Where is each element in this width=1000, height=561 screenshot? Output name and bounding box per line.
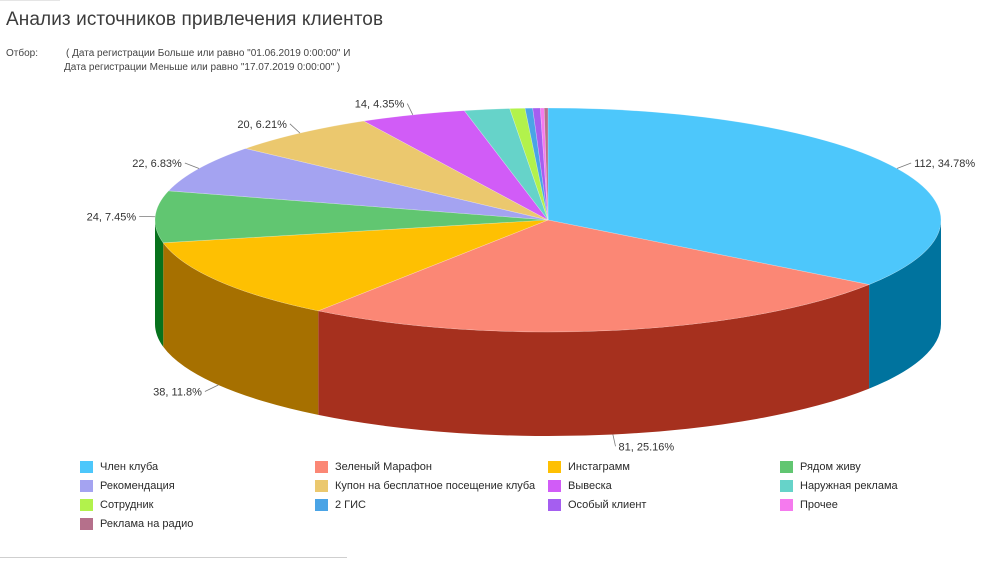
legend-swatch	[80, 518, 93, 530]
pie-slice-8	[509, 107, 549, 221]
leader-line-4	[184, 162, 200, 169]
leader-line-2	[204, 384, 219, 392]
legend-label: Рекомендация	[100, 480, 175, 492]
pie-slice-11	[540, 107, 549, 221]
pie-slice-4	[167, 148, 549, 221]
legend-label: 2 ГИС	[335, 499, 366, 511]
legend-swatch	[780, 499, 793, 511]
legend-swatch	[780, 480, 793, 492]
legend-item: Рядом живу	[780, 458, 960, 476]
legend-swatch	[780, 461, 793, 473]
legend-item: Прочее	[780, 496, 960, 514]
legend-swatch	[80, 499, 93, 511]
legend-item: Член клуба	[80, 458, 315, 476]
data-label-6: 14, 4.35%	[355, 99, 405, 111]
data-label-2: 38, 11.8%	[153, 387, 202, 399]
legend-swatch	[548, 499, 561, 511]
legend-swatch	[315, 480, 328, 492]
legend-swatch	[315, 499, 328, 511]
leader-line-1	[612, 434, 616, 447]
leader-line-0	[896, 162, 912, 169]
legend-label: Инстаграмм	[568, 461, 630, 473]
legend-item: Сотрудник	[80, 496, 315, 514]
legend-swatch	[80, 480, 93, 492]
pie-slice-12	[543, 107, 549, 221]
legend-item: Инстаграмм	[548, 458, 780, 476]
legend-label: Сотрудник	[100, 499, 154, 511]
pie-side-0	[869, 220, 941, 389]
footer-divider	[0, 557, 347, 558]
legend-swatch	[548, 480, 561, 492]
top-divider	[0, 0, 60, 1]
leader-line-6	[406, 103, 414, 116]
legend-label: Прочее	[800, 499, 838, 511]
chart-legend: Член клуба Зеленый Марафон Инстаграмм Рядом…	[80, 458, 960, 533]
data-label-0: 112, 34.78%	[914, 158, 975, 170]
pie-tops	[154, 107, 942, 333]
data-label-5: 20, 6.21%	[237, 119, 287, 131]
data-label-1: 81, 25.16%	[619, 441, 675, 453]
pie-slice-1	[317, 219, 871, 333]
legend-label: Зеленый Марафон	[335, 461, 432, 473]
legend-swatch	[80, 461, 93, 473]
pie-slice-2	[162, 219, 549, 312]
data-label-4: 22, 6.83%	[132, 158, 182, 170]
legend-swatch	[548, 461, 561, 473]
pie-side-2	[163, 242, 319, 415]
legend-label: Наружная реклама	[800, 480, 898, 492]
data-label-3: 24, 7.45%	[87, 211, 137, 223]
legend-item: Реклама на радио	[80, 515, 315, 533]
pie-slice-10	[532, 107, 549, 221]
legend-label: Купон на бесплатное посещение клуба	[335, 480, 536, 492]
pie-slice-9	[524, 107, 549, 221]
pie-chart: 112, 34.78% 81, 25.16% 38, 11.8% 24, 7.45% 2…	[87, 99, 976, 454]
filter-label: Отбор:	[6, 48, 38, 59]
legend-item: Наружная реклама	[780, 477, 960, 495]
legend-item: Вывеска	[548, 477, 780, 495]
filter-condition-line-1: ( Дата регистрации Больше или равно "01.…	[66, 48, 351, 59]
pie-labels: 112, 34.78% 81, 25.16% 38, 11.8% 24, 7.45% 2…	[87, 99, 976, 454]
pie-side-1	[318, 284, 870, 437]
leader-line-5	[289, 123, 301, 134]
report-title: Анализ источников привлечения клиентов	[6, 9, 384, 30]
legend-label: Особый клиент	[568, 499, 647, 511]
legend-item: Рекомендация	[80, 477, 315, 495]
pie-sides	[155, 220, 941, 437]
pie-slice-3	[154, 190, 549, 244]
pie-side-3	[155, 220, 164, 347]
legend-item: Зеленый Марафон	[315, 458, 548, 476]
pie-slice-6	[362, 110, 549, 221]
legend-item: 2 ГИС	[315, 496, 548, 514]
legend-label: Реклама на радио	[100, 518, 194, 530]
filter-condition-line-2: Дата регистрации Меньше или равно "17.07…	[64, 62, 341, 73]
legend-label: Вывеска	[568, 480, 612, 492]
legend-label: Рядом живу	[800, 461, 861, 473]
legend-item: Особый клиент	[548, 496, 780, 514]
pie-slice-7	[463, 108, 549, 221]
legend-label: Член клуба	[100, 461, 159, 473]
legend-swatch	[315, 461, 328, 473]
legend-item: Купон на бесплатное посещение клуба	[315, 477, 548, 495]
